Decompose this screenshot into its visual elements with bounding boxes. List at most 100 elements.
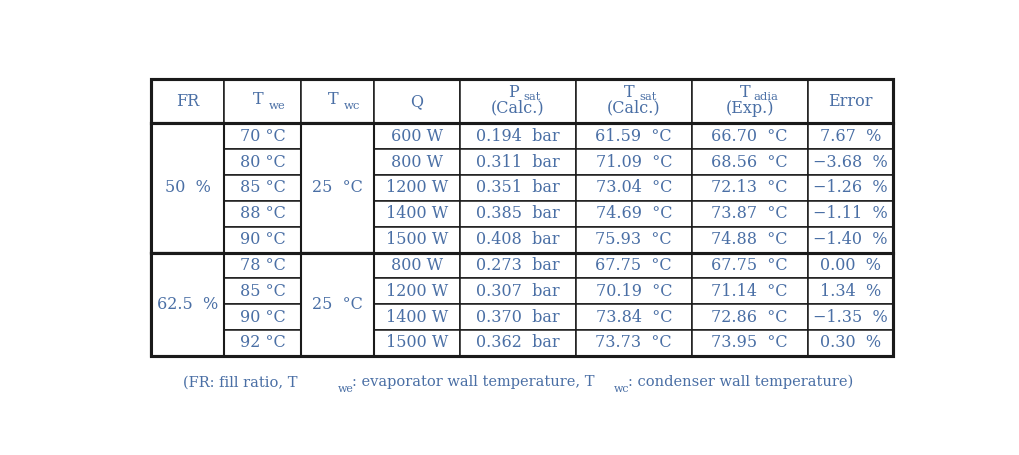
Bar	[692, 330, 808, 356]
Bar	[808, 227, 894, 253]
Text: 71.14  °C: 71.14 °C	[711, 283, 788, 300]
Bar	[808, 201, 894, 227]
Bar	[460, 201, 576, 227]
Bar	[374, 175, 460, 201]
Bar	[302, 253, 374, 278]
Bar	[151, 149, 224, 175]
Text: 88 °C: 88 °C	[239, 205, 285, 222]
Bar	[224, 175, 302, 201]
Text: 66.70  °C: 66.70 °C	[711, 128, 788, 145]
Text: −1.26  %: −1.26 %	[813, 179, 888, 197]
Text: 0.311  bar: 0.311 bar	[476, 154, 559, 171]
Bar	[808, 304, 894, 330]
Text: wc: wc	[343, 101, 360, 111]
Bar	[460, 253, 576, 278]
Text: 50  %: 50 %	[165, 179, 211, 197]
Text: 0.30  %: 0.30 %	[820, 334, 881, 351]
Bar	[374, 330, 460, 356]
Bar	[374, 227, 460, 253]
Bar	[302, 330, 374, 356]
Text: 67.75  °C: 67.75 °C	[711, 257, 788, 274]
Bar	[224, 330, 302, 356]
Text: adia: adia	[753, 92, 777, 102]
Bar	[151, 253, 224, 278]
Bar	[460, 304, 576, 330]
Bar	[224, 123, 302, 149]
Text: 0.00  %: 0.00 %	[820, 257, 881, 274]
Text: T: T	[624, 84, 635, 101]
Text: 0.194  bar: 0.194 bar	[476, 128, 559, 145]
Text: 71.09  °C: 71.09 °C	[595, 154, 673, 171]
Bar	[302, 278, 374, 304]
Bar	[374, 201, 460, 227]
Text: 70 °C: 70 °C	[239, 128, 285, 145]
Text: P: P	[507, 84, 519, 101]
Bar	[302, 175, 374, 201]
Bar	[302, 304, 374, 330]
Text: 92 °C: 92 °C	[239, 334, 285, 351]
Bar	[151, 330, 224, 356]
Text: 0.408  bar: 0.408 bar	[476, 231, 559, 248]
Bar	[224, 304, 302, 330]
Text: 80 °C: 80 °C	[239, 154, 285, 171]
Bar	[692, 278, 808, 304]
Bar	[692, 253, 808, 278]
Text: (Calc.): (Calc.)	[491, 100, 545, 117]
Bar	[224, 79, 302, 123]
Text: 800 W: 800 W	[391, 257, 443, 274]
Text: we: we	[337, 384, 354, 394]
Text: 72.13  °C: 72.13 °C	[711, 179, 788, 197]
Text: 1200 W: 1200 W	[386, 283, 448, 300]
Bar	[576, 278, 692, 304]
Text: 90 °C: 90 °C	[239, 308, 285, 326]
Bar	[576, 149, 692, 175]
Bar	[151, 278, 224, 304]
Bar	[692, 175, 808, 201]
Text: : evaporator wall temperature, T: : evaporator wall temperature, T	[352, 375, 594, 389]
Text: −3.68  %: −3.68 %	[813, 154, 888, 171]
Bar	[808, 330, 894, 356]
Bar	[460, 123, 576, 149]
Text: 1200 W: 1200 W	[386, 179, 448, 197]
Bar	[808, 123, 894, 149]
Bar	[692, 149, 808, 175]
Bar	[374, 278, 460, 304]
Bar	[374, 123, 460, 149]
Text: 68.56  °C: 68.56 °C	[711, 154, 788, 171]
Bar	[302, 149, 374, 175]
Text: 90 °C: 90 °C	[239, 231, 285, 248]
Bar	[374, 253, 460, 278]
Bar	[151, 175, 224, 201]
Text: 25  °C: 25 °C	[312, 296, 363, 313]
Bar	[460, 79, 576, 123]
Text: 67.75  °C: 67.75 °C	[595, 257, 673, 274]
Bar	[302, 227, 374, 253]
Bar	[224, 253, 302, 278]
Text: 7.67  %: 7.67 %	[820, 128, 881, 145]
Bar	[374, 79, 460, 123]
Bar	[808, 79, 894, 123]
Bar	[151, 304, 224, 330]
Bar	[460, 227, 576, 253]
Text: sat: sat	[524, 92, 541, 102]
Bar	[460, 278, 576, 304]
Text: FR: FR	[176, 93, 199, 110]
Text: −1.35  %: −1.35 %	[813, 308, 888, 326]
Text: 85 °C: 85 °C	[239, 283, 285, 300]
Bar	[151, 123, 224, 149]
Bar	[692, 201, 808, 227]
Text: 61.59  °C: 61.59 °C	[595, 128, 673, 145]
Text: 74.69  °C: 74.69 °C	[595, 205, 673, 222]
Text: 1.34  %: 1.34 %	[820, 283, 881, 300]
Bar	[576, 201, 692, 227]
Text: 0.370  bar: 0.370 bar	[476, 308, 559, 326]
Text: 73.04  °C: 73.04 °C	[596, 179, 672, 197]
Bar	[576, 253, 692, 278]
Bar	[576, 330, 692, 356]
Bar	[151, 79, 894, 356]
Text: we: we	[268, 101, 285, 111]
Bar	[808, 253, 894, 278]
Text: : condenser wall temperature): : condenser wall temperature)	[628, 375, 853, 389]
Bar	[576, 227, 692, 253]
Text: (Exp.): (Exp.)	[726, 100, 773, 117]
